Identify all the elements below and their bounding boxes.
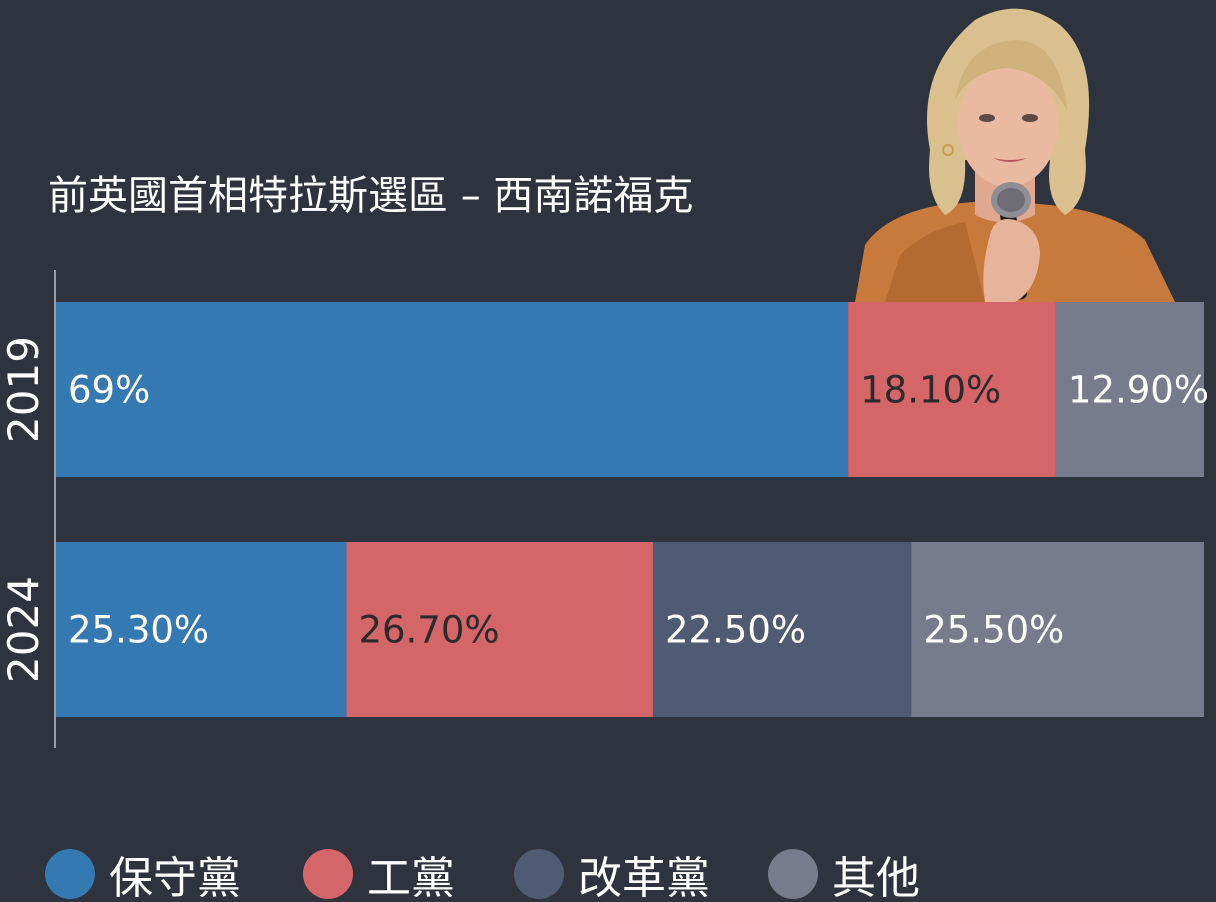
legend-label-reform: 改革黨	[578, 853, 710, 902]
bar-2024-series-0	[56, 542, 347, 717]
data-label-2019-series-0: 69%	[68, 369, 150, 412]
legend-swatch-conservative	[45, 849, 95, 899]
legend-swatch-reform	[514, 849, 564, 899]
chart-title: 前英國首相特拉斯選區 – 西南諾福克	[48, 173, 694, 219]
bar-2024-series-2	[652, 542, 912, 717]
legend-item-conservative: 保守黨	[45, 846, 241, 902]
chart-legend: 保守黨 工黨 改革黨 其他	[0, 846, 1216, 902]
legend-swatch-labour	[303, 849, 353, 899]
data-label-2019-series-1: 18.10%	[860, 369, 1001, 412]
data-label-2024-series-1: 26.70%	[358, 609, 499, 652]
legend-label-other: 其他	[832, 853, 920, 902]
bar-2024-series-1	[346, 542, 653, 717]
bar-2019-series-0	[56, 302, 849, 477]
data-label-2024-series-3: 25.50%	[923, 609, 1064, 652]
legend-swatch-other	[768, 849, 818, 899]
data-label-2024-series-2: 22.50%	[665, 609, 806, 652]
legend-label-labour: 工黨	[367, 853, 455, 902]
data-label-2019-series-3: 12.90%	[1068, 369, 1209, 412]
portrait-photo	[855, 8, 1175, 302]
bar-2019-series-3	[1055, 302, 1204, 477]
legend-item-labour: 工黨	[303, 846, 455, 902]
axis-layer: 2019 2024	[0, 270, 56, 748]
category-label-2024: 2024	[0, 576, 48, 683]
bar-2024-series-3	[911, 542, 1204, 717]
data-label-2024-series-0: 25.30%	[68, 609, 209, 652]
legend-label-conservative: 保守黨	[109, 853, 241, 902]
bars-layer: 69% 18.10% 12.90% 25.30% 26.70% 22.50% 25.50%	[56, 302, 1209, 717]
legend-item-other: 其他	[768, 846, 920, 902]
portrait-face	[958, 63, 1058, 187]
legend-item-reform: 改革黨	[514, 846, 710, 902]
bar-2019-series-1	[848, 302, 1056, 477]
category-label-2019: 2019	[0, 336, 48, 443]
